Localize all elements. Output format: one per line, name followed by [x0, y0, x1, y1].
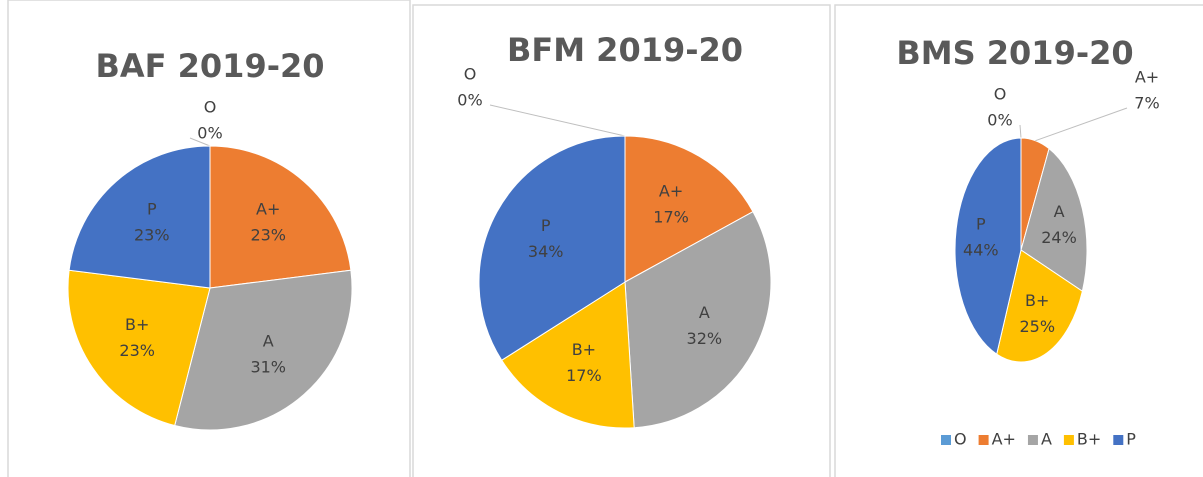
pie-slice — [624, 210, 772, 429]
legend-swatch — [1027, 435, 1038, 445]
pie-slice — [501, 281, 635, 429]
pie-slice — [209, 145, 352, 289]
pie-slice — [68, 145, 211, 289]
slice-label: 17% — [566, 366, 602, 385]
slice-label: 23% — [134, 225, 170, 244]
legend-swatch — [1063, 435, 1074, 445]
pie-slice — [996, 249, 1083, 363]
chart-title: BAF 2019-20 — [95, 47, 324, 85]
pie-slice — [624, 135, 754, 283]
slice-label: 17% — [653, 208, 689, 227]
slice-label: 0% — [987, 111, 1012, 130]
slice-label: 34% — [528, 242, 564, 261]
pie-slice — [478, 135, 626, 361]
slice-category: O — [464, 65, 477, 84]
slice-label: 31% — [250, 358, 286, 377]
slice-category: O — [204, 98, 217, 117]
slice-category: A+ — [659, 182, 683, 201]
legend-label: A — [1041, 430, 1052, 449]
slice-category: A — [699, 303, 710, 322]
leader-line — [1019, 124, 1022, 139]
leader-line — [1035, 107, 1128, 142]
slice-category: O — [994, 85, 1007, 104]
slice-label: 0% — [197, 124, 222, 143]
slice-category: P — [976, 214, 986, 233]
legend-label: P — [1126, 430, 1136, 449]
pie-slice — [67, 269, 211, 427]
slice-category: A+ — [256, 199, 280, 218]
slice-label: 25% — [1019, 317, 1055, 336]
slice-label: 44% — [963, 240, 999, 259]
slice-category: P — [147, 199, 157, 218]
slice-category: B+ — [572, 340, 596, 359]
slice-category: A — [1054, 202, 1065, 221]
legend-swatch — [978, 435, 989, 445]
slice-category: A — [263, 332, 274, 351]
slice-label: 24% — [1041, 228, 1077, 247]
legend-swatch — [1113, 435, 1124, 445]
slice-label: 0% — [457, 91, 482, 110]
legend-swatch — [941, 435, 951, 445]
leader-line — [489, 104, 626, 137]
slice-category: B+ — [1025, 291, 1049, 310]
slice-category: P — [541, 216, 551, 235]
slice-label: 23% — [250, 225, 286, 244]
legend-label: B+ — [1077, 430, 1101, 449]
chart-title: BMS 2019-20 — [896, 34, 1133, 72]
pie-slice — [954, 137, 1022, 355]
pie-slice — [1020, 147, 1088, 293]
pie-slice — [174, 269, 353, 431]
leader-line — [189, 137, 211, 147]
chart-title: BFM 2019-20 — [507, 31, 743, 69]
legend-label: A+ — [992, 430, 1016, 449]
slice-category: B+ — [125, 315, 149, 334]
slice-label: 7% — [1134, 94, 1159, 113]
slice-category: A+ — [1135, 68, 1159, 87]
slice-label: 32% — [687, 329, 723, 348]
slice-label: 23% — [119, 341, 155, 360]
legend-label: O — [954, 430, 967, 449]
